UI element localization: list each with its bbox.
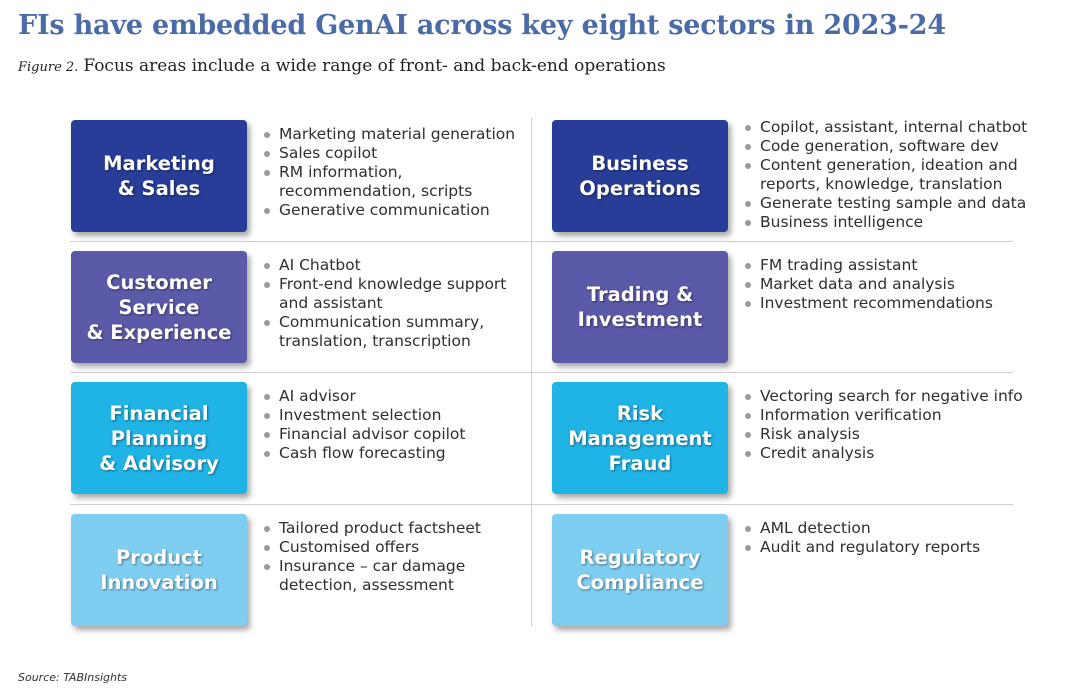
list-item: Audit and regulatory reports <box>743 538 1073 557</box>
sector-label: Regulatory Compliance <box>576 546 704 594</box>
list-item: Communication summary, translation, tran… <box>262 313 522 351</box>
list-item: Code generation, software dev <box>743 137 1073 156</box>
sector-box-risk-management: Risk Management Fraud <box>552 382 728 494</box>
row-divider <box>70 241 1013 242</box>
figure-caption: Figure 2. Focus areas include a wide rang… <box>18 56 666 76</box>
list-item: Business intelligence <box>743 213 1073 232</box>
sector-items-product-innovation: Tailored product factsheet Customised off… <box>262 519 522 595</box>
row-divider <box>70 504 1013 505</box>
list-item: Tailored product factsheet <box>262 519 522 538</box>
sector-label: Marketing & Sales <box>103 152 215 200</box>
sector-label: Trading & Investment <box>577 283 703 331</box>
list-item: Investment recommendations <box>743 294 1073 313</box>
list-item: Credit analysis <box>743 444 1073 463</box>
list-item: Investment selection <box>262 406 522 425</box>
sector-box-trading-investment: Trading & Investment <box>552 251 728 363</box>
sector-box-customer-service: Customer Service & Experience <box>71 251 247 363</box>
sector-box-marketing-sales: Marketing & Sales <box>71 120 247 232</box>
sector-items-risk-management: Vectoring search for negative info Inform… <box>743 387 1073 463</box>
list-item: Content generation, ideation and reports… <box>743 156 1073 194</box>
list-item: RM information, recommendation, scripts <box>262 163 522 201</box>
figure-number: Figure 2. <box>18 60 79 75</box>
sector-box-product-innovation: Product Innovation <box>71 514 247 626</box>
list-item: Sales copilot <box>262 144 522 163</box>
list-item: Front-end knowledge support and assistan… <box>262 275 522 313</box>
sector-box-financial-planning: Financial Planning & Advisory <box>71 382 247 494</box>
list-item: Risk analysis <box>743 425 1073 444</box>
figure-subtitle: Focus areas include a wide range of fron… <box>83 56 666 76</box>
page-title: FIs have embedded GenAI across key eight… <box>18 10 946 41</box>
sector-items-financial-planning: AI advisor Investment selection Financial … <box>262 387 522 463</box>
list-item: AI advisor <box>262 387 522 406</box>
list-item: FM trading assistant <box>743 256 1073 275</box>
list-item: Generative communication <box>262 201 522 220</box>
list-item: Customised offers <box>262 538 522 557</box>
list-item: AML detection <box>743 519 1073 538</box>
sector-label: Financial Planning & Advisory <box>99 401 219 475</box>
sector-label: Risk Management Fraud <box>568 401 712 475</box>
sector-box-regulatory-compliance: Regulatory Compliance <box>552 514 728 626</box>
list-item: Cash flow forecasting <box>262 444 522 463</box>
list-item: Copilot, assistant, internal chatbot <box>743 118 1073 137</box>
sector-items-customer-service: AI Chatbot Front-end knowledge support an… <box>262 256 522 351</box>
sector-label: Business Operations <box>579 152 701 200</box>
list-item: Vectoring search for negative info <box>743 387 1073 406</box>
list-item: AI Chatbot <box>262 256 522 275</box>
list-item: Insurance – car damage detection, assess… <box>262 557 522 595</box>
sector-label: Customer Service & Experience <box>86 270 232 344</box>
sector-label: Product Innovation <box>100 546 218 594</box>
list-item: Marketing material generation <box>262 125 522 144</box>
source-note: Source: TABInsights <box>18 671 128 684</box>
column-divider <box>531 118 532 626</box>
sector-box-business-operations: Business Operations <box>552 120 728 232</box>
sector-items-marketing-sales: Marketing material generation Sales copil… <box>262 125 522 220</box>
list-item: Information verification <box>743 406 1073 425</box>
list-item: Financial advisor copilot <box>262 425 522 444</box>
row-divider <box>70 372 1013 373</box>
sector-items-trading-investment: FM trading assistant Market data and anal… <box>743 256 1073 313</box>
list-item: Generate testing sample and data <box>743 194 1073 213</box>
sector-items-business-operations: Copilot, assistant, internal chatbot Code… <box>743 118 1073 232</box>
sector-items-regulatory-compliance: AML detection Audit and regulatory report… <box>743 519 1073 557</box>
list-item: Market data and analysis <box>743 275 1073 294</box>
